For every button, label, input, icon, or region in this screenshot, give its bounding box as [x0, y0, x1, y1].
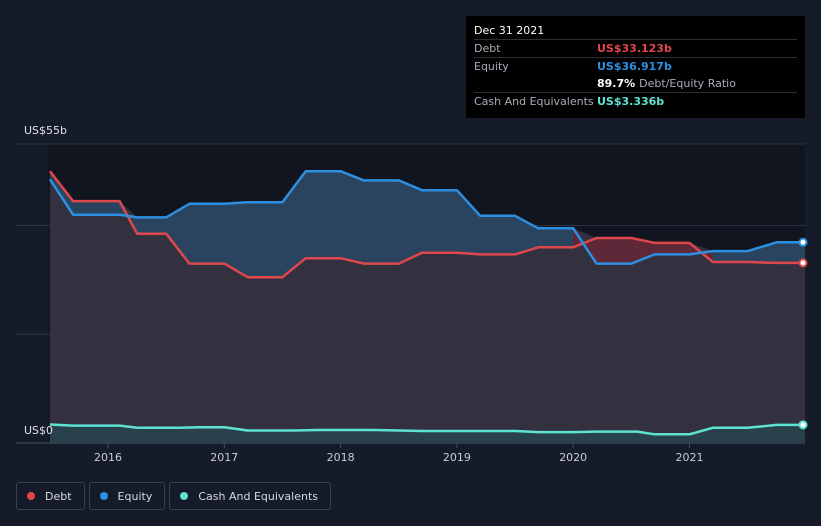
tooltip-cash-value: US$3.336b: [597, 95, 665, 108]
legend-label-cash: Cash And Equivalents: [198, 489, 318, 503]
legend: Debt Equity Cash And Equivalents: [16, 482, 331, 510]
cash-line: [49, 423, 805, 436]
debt-dot-icon: [27, 492, 35, 500]
x-tick-label: 2018: [327, 451, 355, 464]
tooltip-cash-label: Cash And Equivalents: [474, 95, 594, 108]
tooltip-equity-row: Equity US$36.917b: [474, 57, 797, 75]
tooltip-ratio-row: 89.7% Debt/Equity Ratio: [474, 75, 797, 92]
tooltip-equity-value: US$36.917b: [597, 60, 672, 73]
x-tick-label: 2016: [94, 451, 122, 464]
debt-line: [48, 170, 805, 279]
tooltip-equity-label: Equity: [474, 60, 509, 73]
y-axis-top-label: US$55b: [24, 124, 68, 137]
y-axis-zero-label: US$0: [24, 424, 54, 437]
x-tick-label: 2017: [210, 451, 238, 464]
debt-endpoint: [798, 258, 808, 268]
tooltip-debt-label: Debt: [474, 42, 501, 55]
legend-item-debt[interactable]: Debt: [16, 482, 85, 510]
x-tick-label: 2020: [559, 451, 587, 464]
tooltip-panel: Dec 31 2021 Debt US$33.123b Equity US$36…: [466, 16, 805, 118]
equity-dot-icon: [99, 492, 108, 500]
tooltip-date: Dec 31 2021: [474, 24, 545, 37]
cash-area: [49, 424, 806, 443]
x-tick-label: 2021: [676, 451, 704, 464]
x-tick-label: 2019: [443, 451, 471, 464]
tooltip-debt-value: US$33.123b: [597, 42, 672, 55]
tooltip-ratio-label: Debt/Equity Ratio: [639, 77, 736, 90]
cash-endpoint: [798, 420, 808, 430]
series-endpoints: [798, 237, 808, 430]
debt-over-equity-band: [573, 228, 713, 264]
series-lines: [48, 169, 805, 436]
equity-endpoint: [798, 237, 808, 247]
x-axis: 2016 2017 2018 2019 2020 2021: [94, 443, 704, 464]
legend-label-equity: Equity: [117, 489, 153, 503]
tooltip-cash-row: Cash And Equivalents US$3.336b: [474, 92, 797, 110]
equity-line: [48, 169, 805, 265]
tooltip-ratio-value: 89.7%: [597, 77, 636, 90]
legend-item-equity[interactable]: Equity: [88, 482, 166, 510]
legend-item-cash[interactable]: Cash And Equivalents: [169, 482, 331, 510]
cash-dot-icon: [180, 492, 189, 500]
legend-label-debt: Debt: [45, 489, 72, 503]
tooltip-debt-row: Debt US$33.123b: [474, 39, 797, 57]
